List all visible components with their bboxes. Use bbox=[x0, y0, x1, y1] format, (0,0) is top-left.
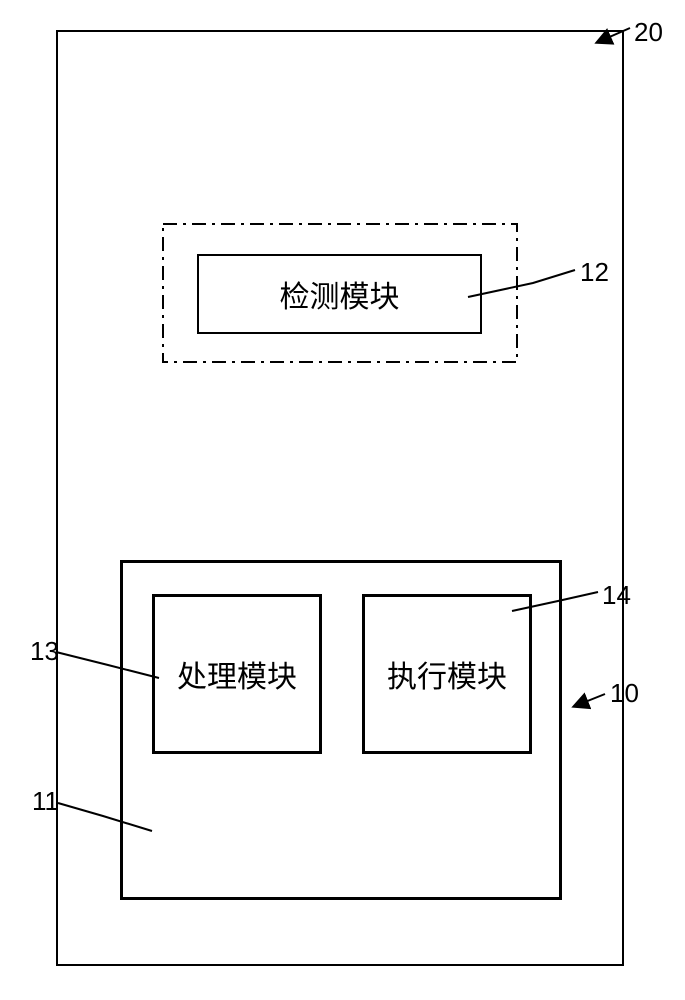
processing-module-label: 处理模块 bbox=[177, 652, 297, 696]
callout-13: 13 bbox=[30, 636, 59, 667]
detection-module-label: 检测模块 bbox=[280, 272, 400, 316]
callout-12: 12 bbox=[580, 257, 609, 288]
diagram-canvas: 检测模块 处理模块 执行模块 20 12 14 10 13 11 bbox=[0, 0, 685, 1000]
callout-10: 10 bbox=[610, 678, 639, 709]
callout-20: 20 bbox=[634, 17, 663, 48]
processing-module: 处理模块 bbox=[152, 594, 322, 754]
callout-11: 11 bbox=[32, 786, 59, 817]
execution-module-label: 执行模块 bbox=[387, 652, 507, 696]
execution-module: 执行模块 bbox=[362, 594, 532, 754]
callout-14: 14 bbox=[602, 580, 631, 611]
detection-module: 检测模块 bbox=[197, 254, 482, 334]
